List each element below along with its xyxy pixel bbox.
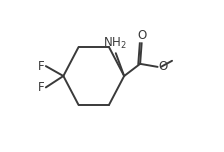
Text: O: O — [158, 60, 168, 73]
Text: NH$_2$: NH$_2$ — [103, 36, 127, 51]
Text: F: F — [38, 81, 45, 94]
Text: F: F — [38, 60, 45, 73]
Text: O: O — [138, 29, 147, 42]
